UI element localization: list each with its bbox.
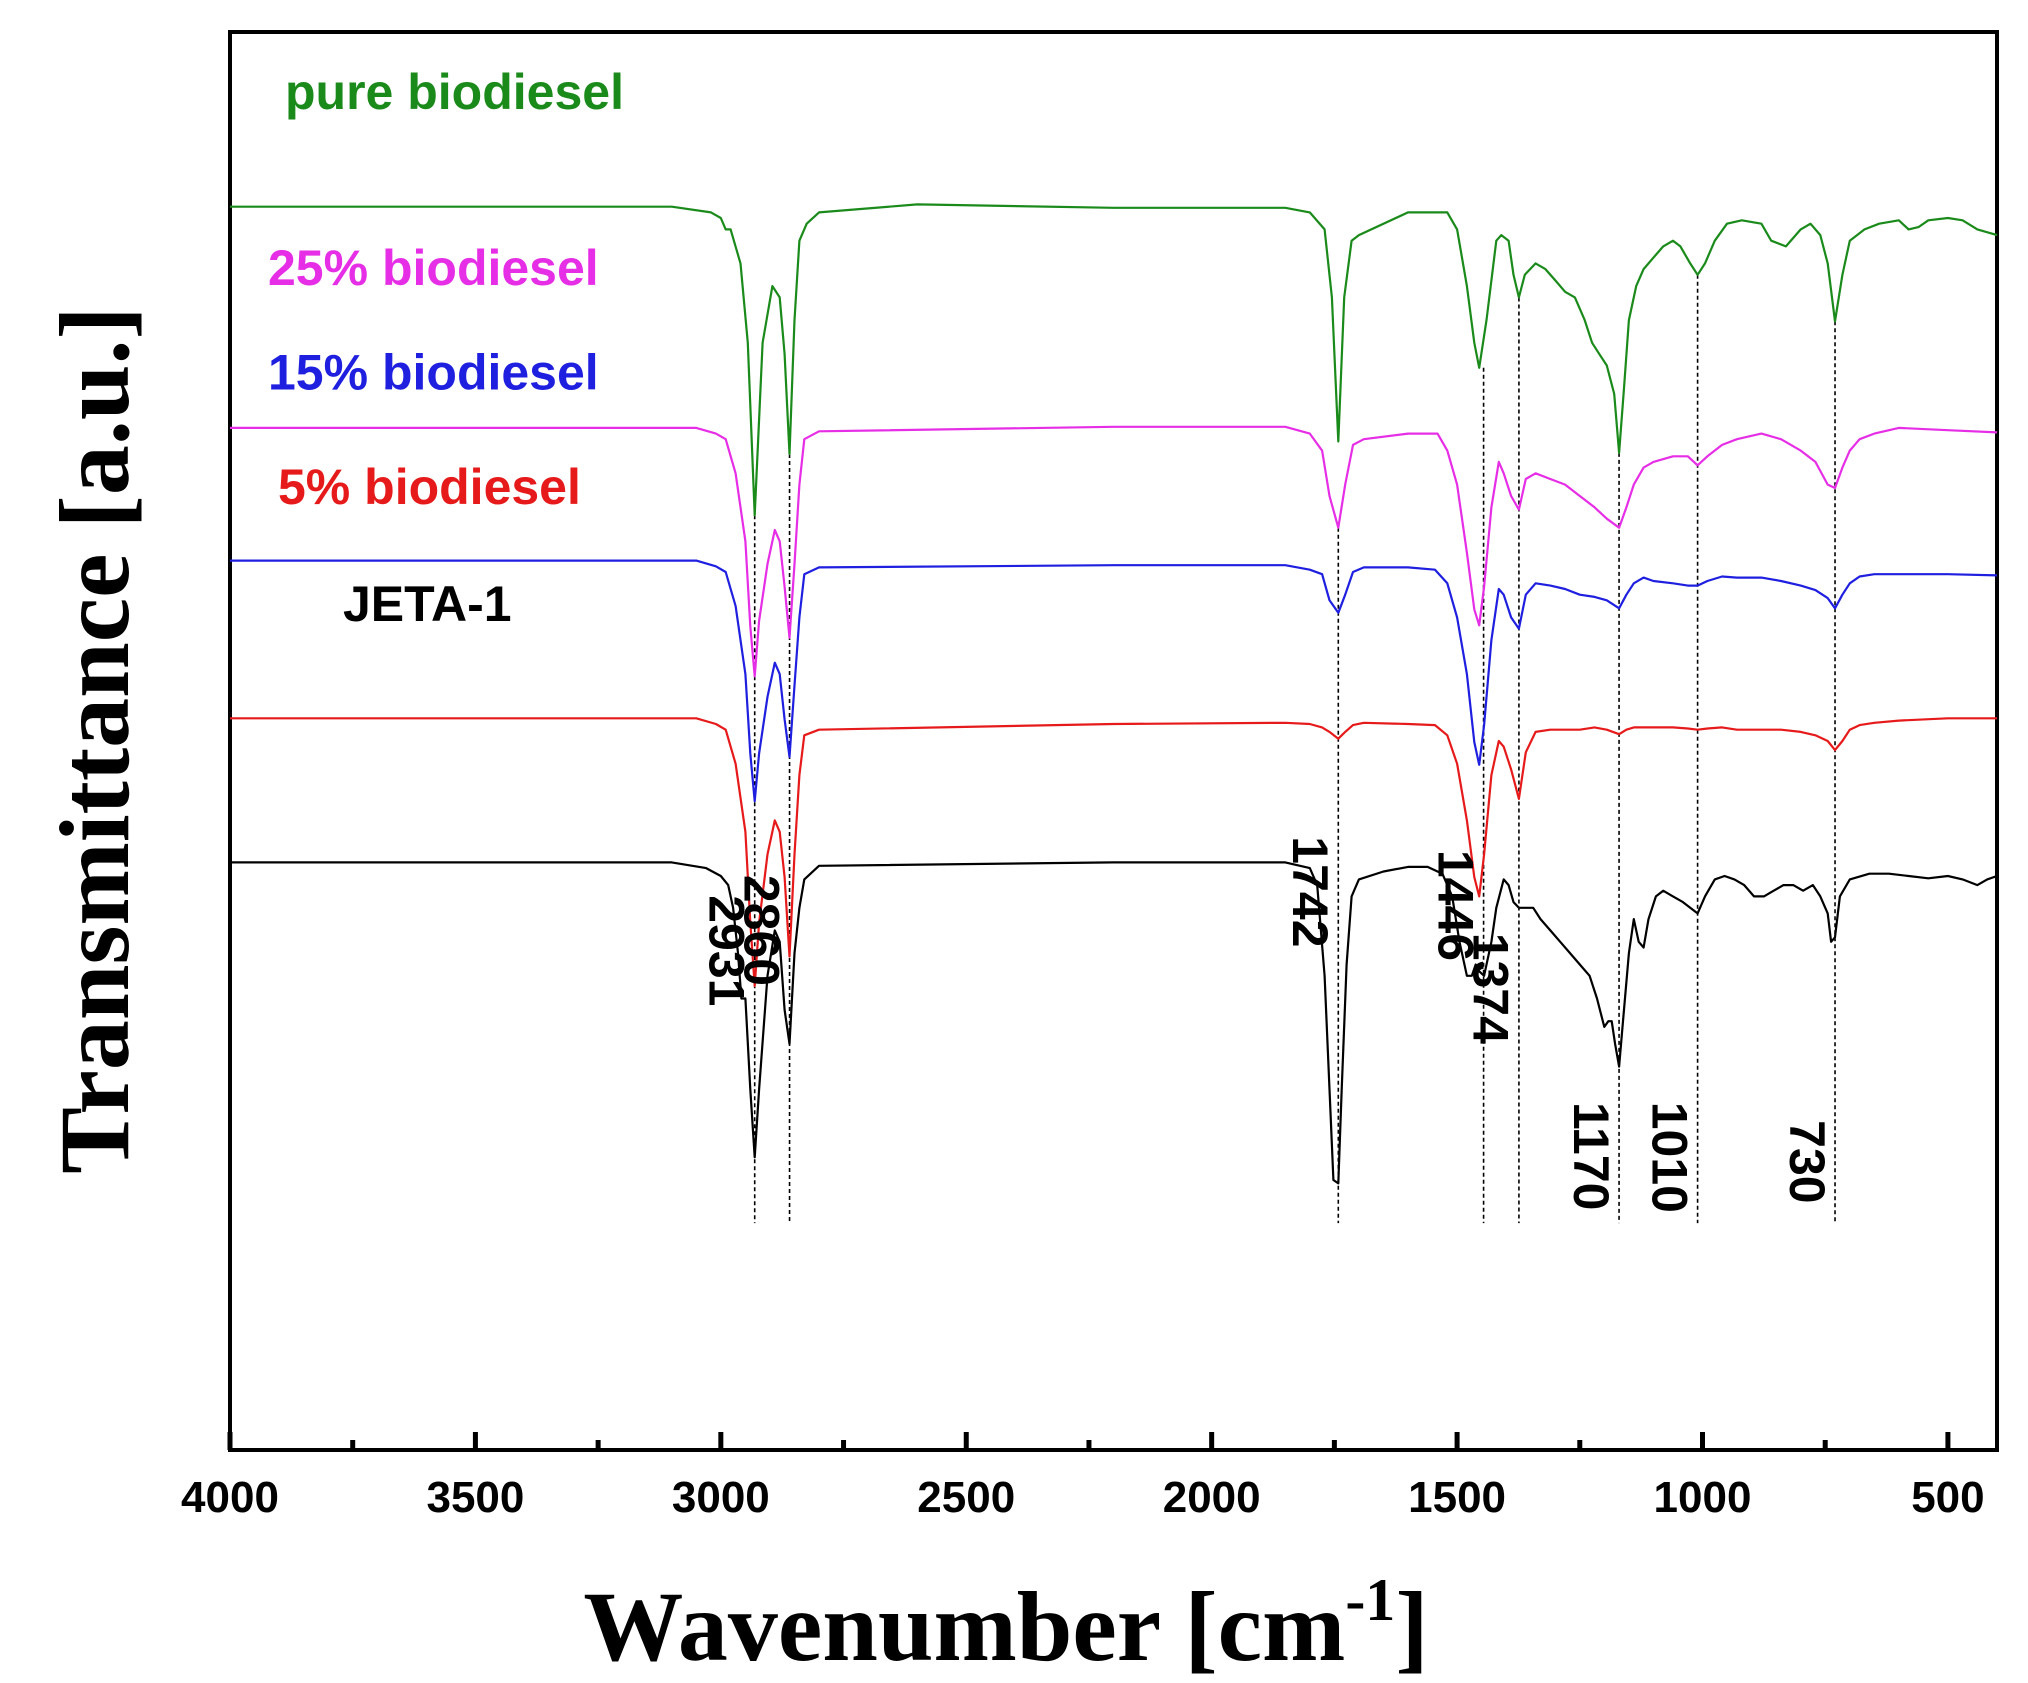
x-tick-label: 3500 [426, 1473, 524, 1522]
x-axis-title-main: Wavenumber [cm [583, 1571, 1345, 1682]
peak-label: 1374 [1463, 933, 1519, 1044]
x-axis-title-end: ] [1395, 1571, 1428, 1682]
peak-label: 2931 [698, 895, 754, 1006]
series-label: 25% biodiesel [268, 240, 599, 296]
spectra-curves [230, 203, 1998, 1185]
series-label: 15% biodiesel [268, 344, 599, 400]
x-axis-title: Wavenumber [cm-1] [583, 1567, 1428, 1682]
x-tick-label: 1000 [1654, 1473, 1752, 1522]
x-tick-label: 500 [1911, 1473, 1984, 1522]
series-line [230, 717, 1997, 988]
series-label: JETA-1 [343, 576, 512, 632]
series-labels: pure biodiesel 25% biodiesel 15% biodiesel… [268, 64, 624, 632]
series-line [230, 425, 1998, 678]
series-line [230, 203, 1998, 517]
peak-label: 1446 [1427, 850, 1483, 961]
peak-label: 730 [1779, 1120, 1835, 1203]
x-tick-label: 4000 [181, 1473, 279, 1522]
peak-label: 1170 [1563, 1102, 1619, 1210]
x-axis-tick-labels: 4000 3500 3000 2500 2000 1500 1000 500 [181, 1473, 1985, 1522]
peak-label: 1010 [1641, 1102, 1697, 1213]
x-axis-ticks [227, 1432, 1951, 1450]
peak-markers [753, 274, 1836, 1224]
y-axis-title: Transmittance [a.u.] [39, 306, 150, 1173]
x-tick-label: 2000 [1163, 1473, 1261, 1522]
x-tick-label: 1500 [1408, 1473, 1506, 1522]
peak-label: 2860 [733, 875, 789, 986]
peak-label: 1742 [1282, 836, 1338, 947]
x-tick-label: 2500 [917, 1473, 1015, 1522]
x-tick-label: 3000 [672, 1473, 770, 1522]
series-label: 5% biodiesel [278, 459, 581, 515]
series-label: pure biodiesel [285, 64, 624, 120]
series-line [230, 861, 1998, 1185]
x-axis-title-superscript: -1 [1345, 1567, 1395, 1633]
series-line [230, 559, 1998, 803]
